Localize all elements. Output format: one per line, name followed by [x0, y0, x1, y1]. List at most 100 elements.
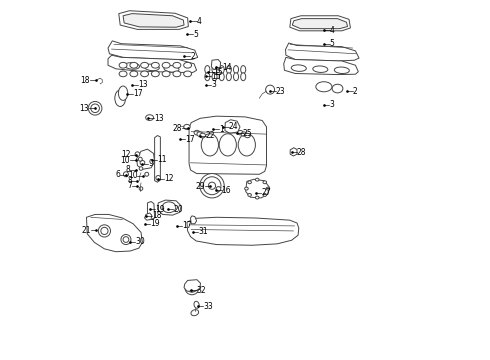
Text: 11: 11: [157, 156, 167, 165]
Ellipse shape: [173, 71, 181, 77]
Ellipse shape: [205, 73, 210, 81]
Ellipse shape: [212, 73, 217, 81]
Text: 6: 6: [115, 171, 120, 180]
Ellipse shape: [263, 194, 267, 197]
Text: 18: 18: [80, 76, 90, 85]
Ellipse shape: [248, 194, 251, 197]
Text: 17: 17: [186, 135, 195, 144]
Text: 13: 13: [79, 104, 89, 113]
Ellipse shape: [238, 134, 255, 156]
Ellipse shape: [184, 62, 192, 68]
Polygon shape: [108, 55, 196, 72]
Ellipse shape: [241, 132, 247, 136]
Ellipse shape: [212, 66, 217, 73]
Text: 23: 23: [276, 86, 286, 95]
Ellipse shape: [197, 132, 203, 136]
Ellipse shape: [124, 63, 140, 69]
Text: 27: 27: [262, 188, 271, 197]
Ellipse shape: [184, 125, 190, 130]
Ellipse shape: [291, 65, 306, 71]
Text: 20: 20: [173, 205, 183, 214]
Ellipse shape: [226, 66, 231, 73]
Polygon shape: [157, 200, 181, 215]
Text: 9: 9: [148, 159, 153, 168]
Ellipse shape: [130, 62, 138, 68]
Text: 8: 8: [127, 176, 132, 185]
Ellipse shape: [162, 71, 170, 77]
Text: 13: 13: [154, 114, 164, 123]
Ellipse shape: [234, 66, 239, 73]
Text: 28: 28: [172, 123, 181, 132]
Ellipse shape: [219, 66, 224, 73]
Ellipse shape: [138, 157, 142, 161]
Text: 14: 14: [222, 63, 232, 72]
Ellipse shape: [91, 104, 99, 113]
Ellipse shape: [234, 73, 239, 81]
Ellipse shape: [203, 177, 221, 195]
Text: 10: 10: [128, 171, 137, 180]
Polygon shape: [147, 202, 155, 220]
Text: 5: 5: [193, 30, 198, 39]
Ellipse shape: [173, 62, 181, 68]
Ellipse shape: [248, 181, 251, 184]
Ellipse shape: [238, 131, 243, 135]
Polygon shape: [245, 179, 270, 198]
Polygon shape: [119, 11, 188, 30]
Ellipse shape: [241, 73, 245, 81]
Ellipse shape: [201, 134, 219, 156]
Ellipse shape: [245, 134, 250, 138]
Ellipse shape: [139, 167, 143, 170]
Text: 32: 32: [196, 286, 206, 295]
Text: 2: 2: [353, 86, 357, 95]
Ellipse shape: [121, 234, 131, 244]
Ellipse shape: [144, 64, 159, 71]
Ellipse shape: [185, 282, 199, 295]
Polygon shape: [191, 216, 196, 224]
Text: 15: 15: [214, 68, 223, 77]
Text: 10: 10: [121, 156, 130, 165]
Ellipse shape: [145, 172, 148, 176]
Text: 12: 12: [121, 150, 130, 159]
Ellipse shape: [130, 71, 138, 77]
Ellipse shape: [123, 172, 128, 177]
Ellipse shape: [208, 182, 216, 189]
Text: 18: 18: [152, 211, 162, 220]
Text: 8: 8: [125, 166, 130, 175]
Text: 33: 33: [203, 302, 213, 311]
Text: 5: 5: [330, 39, 335, 48]
Ellipse shape: [156, 176, 161, 180]
Ellipse shape: [119, 71, 127, 77]
Text: 22: 22: [206, 131, 216, 140]
Text: 13: 13: [138, 81, 148, 90]
Ellipse shape: [255, 196, 259, 199]
Ellipse shape: [266, 85, 274, 94]
Polygon shape: [108, 41, 197, 59]
Ellipse shape: [191, 310, 198, 316]
Ellipse shape: [334, 67, 349, 73]
Ellipse shape: [151, 62, 159, 68]
Polygon shape: [293, 19, 347, 29]
Polygon shape: [187, 217, 299, 245]
Polygon shape: [137, 149, 155, 169]
Ellipse shape: [164, 66, 179, 72]
Ellipse shape: [216, 186, 221, 191]
Ellipse shape: [151, 71, 159, 77]
Text: 16: 16: [221, 185, 231, 194]
Ellipse shape: [141, 62, 148, 68]
Text: 28: 28: [297, 148, 307, 157]
Polygon shape: [145, 213, 152, 220]
Text: 29: 29: [195, 182, 205, 191]
Polygon shape: [189, 116, 267, 174]
Ellipse shape: [266, 187, 270, 190]
Ellipse shape: [263, 181, 267, 184]
Ellipse shape: [316, 82, 332, 92]
Text: 1: 1: [219, 125, 224, 134]
Ellipse shape: [162, 62, 170, 68]
Ellipse shape: [184, 71, 192, 77]
Text: 17: 17: [182, 221, 192, 230]
Ellipse shape: [188, 284, 196, 292]
Text: 31: 31: [198, 227, 208, 236]
Polygon shape: [290, 16, 350, 31]
Polygon shape: [123, 14, 184, 27]
Text: 30: 30: [135, 237, 145, 246]
